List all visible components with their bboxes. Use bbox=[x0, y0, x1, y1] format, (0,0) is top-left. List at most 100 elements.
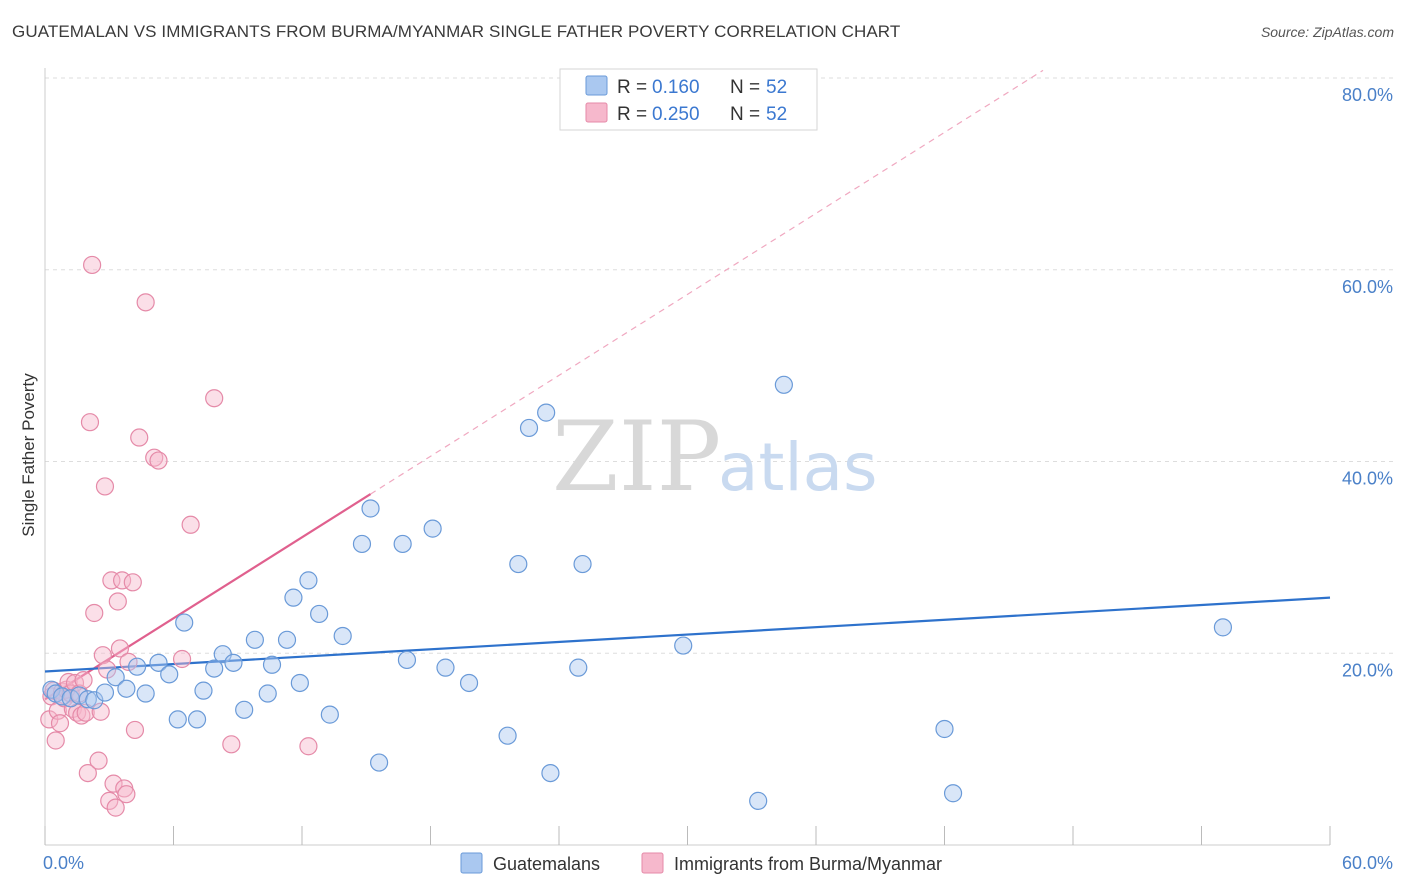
y-tick-label: 40.0% bbox=[1342, 469, 1393, 489]
legend: R = 0.160 N = 52 R = 0.250 N = 52 bbox=[559, 68, 818, 131]
data-point-burma bbox=[91, 702, 110, 721]
data-point-guatemalans bbox=[117, 679, 136, 698]
data-point-guatemalans bbox=[205, 659, 224, 678]
data-point-burma bbox=[205, 389, 224, 408]
legend-n-value-2: 52 bbox=[766, 104, 787, 125]
data-point-guatemalans bbox=[320, 705, 339, 724]
data-point-guatemalans bbox=[519, 418, 539, 438]
data-point-burma bbox=[222, 735, 241, 754]
bottom-legend-burma: Immigrants from Burma/Myanmar bbox=[674, 854, 942, 874]
legend-swatch-burma bbox=[585, 102, 608, 123]
data-point-guatemalans bbox=[749, 791, 768, 810]
data-point-guatemalans bbox=[459, 673, 479, 693]
data-point-guatemalans bbox=[95, 683, 115, 702]
x-tick-label: 60.0% bbox=[1342, 853, 1393, 873]
data-point-guatemalans bbox=[277, 630, 297, 649]
grid bbox=[45, 77, 1393, 654]
data-point-burma bbox=[110, 639, 130, 658]
bottom-legend-guatemalans: Guatemalans bbox=[493, 854, 600, 874]
legend-n-value-1: 52 bbox=[766, 77, 787, 98]
data-point-guatemalans bbox=[224, 653, 243, 672]
data-point-burma bbox=[89, 751, 108, 770]
data-point-guatemalans bbox=[235, 700, 254, 719]
data-point-guatemalans bbox=[245, 630, 264, 649]
bottom-legend-swatch-guatemalans bbox=[460, 852, 483, 874]
watermark-zip: ZIP bbox=[552, 401, 721, 513]
legend-r-label-2: R = bbox=[617, 104, 647, 125]
data-point-burma bbox=[149, 451, 168, 470]
data-point-guatemalans bbox=[258, 684, 277, 703]
data-point-burma bbox=[106, 798, 125, 817]
chart-title: GUATEMALAN VS IMMIGRANTS FROM BURMA/MYAN… bbox=[12, 22, 901, 41]
data-point-guatemalans bbox=[290, 673, 309, 693]
data-point-guatemalans bbox=[333, 626, 352, 646]
data-point-guatemalans bbox=[943, 784, 963, 803]
axes bbox=[44, 68, 1331, 846]
legend-n-label-1: N = bbox=[730, 77, 760, 98]
data-point-guatemalans bbox=[370, 753, 389, 772]
watermark: ZIP atlas bbox=[552, 401, 878, 513]
data-point-guatemalans bbox=[149, 653, 168, 672]
tick-labels: 20.0% 40.0% 60.0% 80.0% 0.0% 60.0% bbox=[43, 85, 1393, 873]
data-point-burma bbox=[123, 573, 142, 592]
data-point-burma bbox=[125, 720, 145, 740]
data-point-burma bbox=[172, 649, 192, 669]
data-point-guatemalans bbox=[537, 403, 556, 422]
data-point-guatemalans bbox=[160, 665, 179, 684]
trend-lines bbox=[44, 69, 1331, 701]
data-point-burma bbox=[83, 255, 102, 275]
data-point-burma bbox=[85, 603, 104, 623]
series-burma-points bbox=[40, 255, 318, 817]
series-guatemalans-points bbox=[42, 375, 1233, 810]
data-point-burma bbox=[102, 571, 121, 590]
data-point-guatemalans bbox=[352, 534, 372, 554]
data-point-burma bbox=[76, 703, 95, 722]
data-point-guatemalans bbox=[393, 534, 412, 554]
data-point-burma bbox=[100, 791, 119, 810]
y-tick-label: 60.0% bbox=[1342, 277, 1393, 297]
data-point-guatemalans bbox=[310, 604, 329, 624]
data-point-burma bbox=[104, 774, 123, 793]
data-point-guatemalans bbox=[935, 719, 954, 739]
data-point-burma bbox=[95, 477, 115, 496]
data-point-burma bbox=[46, 731, 65, 750]
data-point-burma bbox=[119, 652, 138, 671]
data-point-burma bbox=[136, 293, 155, 312]
y-tick-label: 80.0% bbox=[1342, 85, 1393, 105]
data-point-guatemalans bbox=[423, 519, 442, 538]
y-tick-label: 20.0% bbox=[1342, 660, 1393, 680]
data-point-guatemalans bbox=[194, 681, 213, 700]
legend-r-value-1: 0.160 bbox=[652, 77, 700, 98]
data-point-guatemalans bbox=[262, 655, 282, 674]
data-point-burma bbox=[78, 763, 97, 783]
legend-n-label-2: N = bbox=[730, 104, 760, 125]
data-point-guatemalans bbox=[569, 658, 588, 677]
data-point-burma bbox=[117, 785, 136, 804]
data-point-guatemalans bbox=[397, 650, 417, 670]
data-point-burma bbox=[299, 737, 318, 756]
x-tick-label: 0.0% bbox=[43, 853, 84, 873]
bottom-legend-swatch-burma bbox=[641, 852, 664, 874]
data-point-burma bbox=[181, 515, 200, 534]
data-point-guatemalans bbox=[299, 571, 318, 590]
trend-line-guatemalans bbox=[44, 596, 1331, 673]
data-point-guatemalans bbox=[187, 710, 207, 729]
bottom-legend: Guatemalans Immigrants from Burma/Myanma… bbox=[460, 852, 942, 874]
data-point-guatemalans bbox=[136, 684, 155, 703]
data-point-guatemalans bbox=[78, 690, 97, 709]
legend-swatch-guatemalans bbox=[585, 75, 608, 96]
source-label: Source: ZipAtlas.com bbox=[1260, 24, 1394, 40]
data-point-burma bbox=[130, 428, 149, 447]
trend-line-burma-extended bbox=[370, 69, 1044, 495]
data-point-burma bbox=[93, 646, 112, 665]
data-point-burma bbox=[80, 413, 100, 432]
data-point-guatemalans bbox=[1213, 618, 1233, 637]
data-point-burma bbox=[74, 670, 93, 690]
data-point-guatemalans bbox=[509, 554, 528, 574]
data-point-guatemalans bbox=[168, 710, 187, 729]
data-point-guatemalans bbox=[573, 554, 592, 574]
watermark-atlas: atlas bbox=[718, 429, 878, 506]
legend-r-value-2: 0.250 bbox=[652, 104, 700, 125]
legend-r-label-1: R = bbox=[617, 77, 647, 98]
